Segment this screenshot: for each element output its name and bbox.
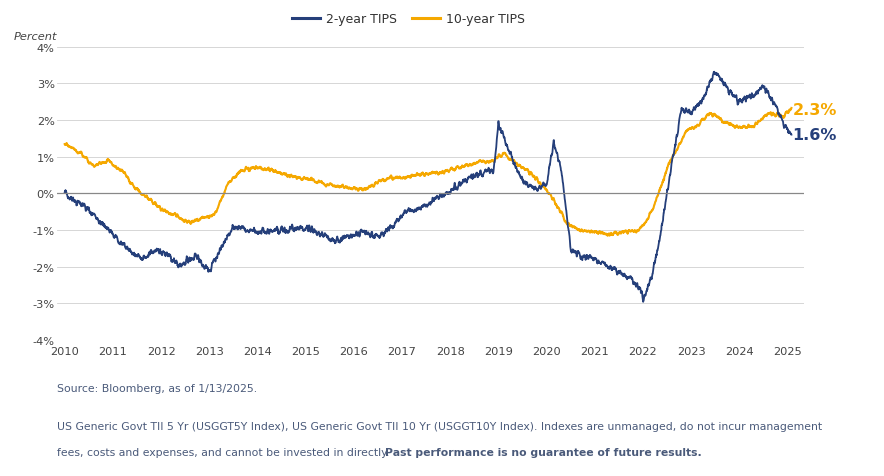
Text: Percent: Percent — [14, 32, 57, 42]
Text: 2.3%: 2.3% — [792, 102, 837, 117]
Legend: 2-year TIPS, 10-year TIPS: 2-year TIPS, 10-year TIPS — [287, 9, 530, 31]
Text: fees, costs and expenses, and cannot be invested in directly.: fees, costs and expenses, and cannot be … — [57, 447, 393, 457]
Text: Past performance is no guarantee of future results.: Past performance is no guarantee of futu… — [385, 447, 701, 457]
Text: US Generic Govt TII 5 Yr (USGGT5Y Index), US Generic Govt TII 10 Yr (USGGT10Y In: US Generic Govt TII 5 Yr (USGGT5Y Index)… — [57, 421, 823, 431]
Text: Source: Bloomberg, as of 1/13/2025.: Source: Bloomberg, as of 1/13/2025. — [57, 383, 257, 393]
Text: 1.6%: 1.6% — [792, 128, 837, 143]
